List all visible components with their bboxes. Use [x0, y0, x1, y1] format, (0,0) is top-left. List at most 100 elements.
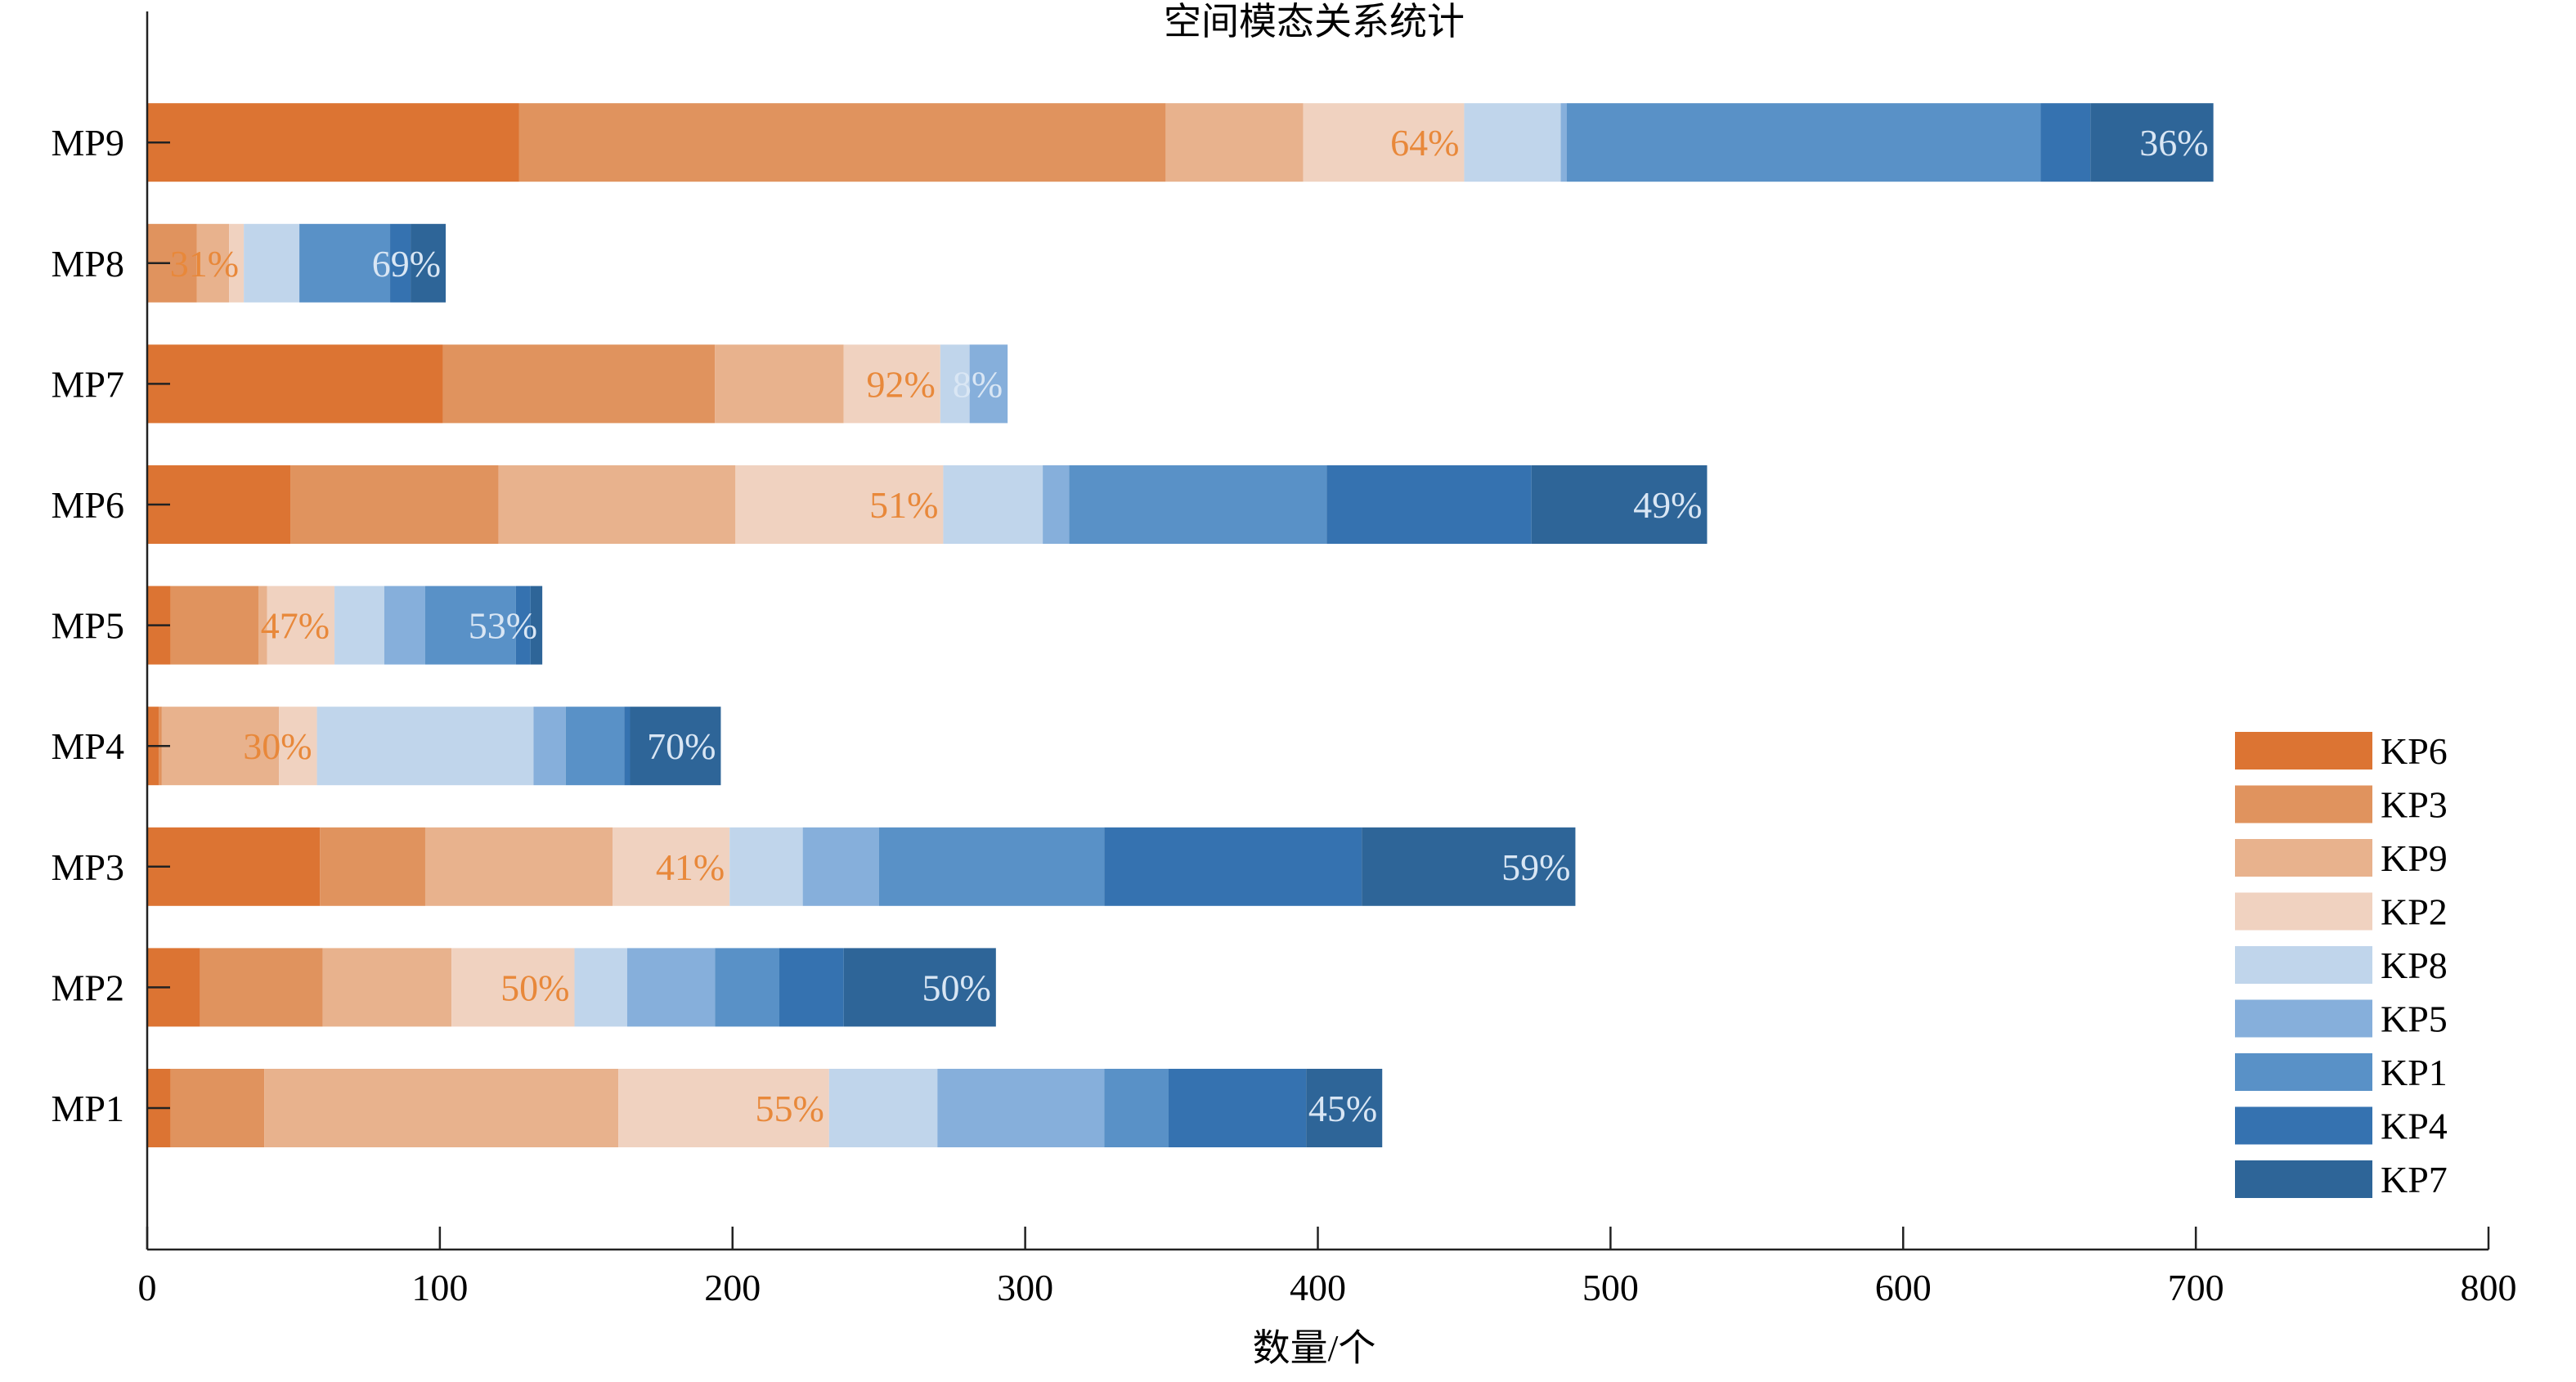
legend-label-kp1: KP1	[2381, 1052, 2448, 1093]
legend-label-kp2: KP2	[2381, 891, 2448, 933]
bar-mp5-kp5	[384, 586, 425, 665]
y-tick-label-mp3: MP3	[52, 846, 124, 888]
bar-mp3-kp5	[802, 827, 879, 906]
bar-mp7-kp9	[715, 344, 844, 424]
x-tick-label-100: 100	[411, 1267, 468, 1308]
bar-mp1-kp9	[264, 1069, 619, 1147]
bars-layer	[147, 103, 2214, 1147]
legend-label-kp3: KP3	[2381, 784, 2448, 826]
bar-mp8-kp9	[196, 223, 230, 303]
legend: KP6 KP3 KP9 KP2 KP8 KP5 KP1 KP4 KP7	[2235, 730, 2448, 1200]
x-axis-label: 数量/个	[1253, 1327, 1376, 1369]
cool-percent-mp7: 8%	[953, 363, 1003, 405]
cool-percent-mp3: 59%	[1501, 846, 1570, 888]
legend-swatch-kp7	[2235, 1160, 2372, 1198]
bar-mp2-kp8	[574, 948, 627, 1027]
y-tick-label-mp5: MP5	[52, 605, 124, 647]
bar-mp3-kp2	[613, 827, 730, 906]
bar-mp4-kp8	[316, 707, 534, 786]
bar-mp5-kp1	[424, 586, 516, 665]
y-tick-label-mp9: MP9	[52, 122, 124, 164]
annotations-layer: 55% 45% 50% 50% 41% 59% 30% 70% 47% 53% 51% 49% 92% 8…	[170, 122, 2209, 1129]
warm-percent-mp6: 51%	[869, 484, 938, 526]
bar-mp4-kp2	[279, 707, 317, 786]
bar-mp1-kp5	[937, 1069, 1105, 1147]
legend-label-kp9: KP9	[2381, 837, 2448, 879]
cool-percent-mp8: 69%	[372, 243, 441, 285]
bar-mp5-kp3	[170, 586, 258, 665]
bar-mp7-kp2	[843, 344, 940, 424]
bar-mp4-kp9	[161, 707, 280, 786]
legend-swatch-kp2	[2235, 892, 2372, 931]
cool-percent-mp1: 45%	[1308, 1088, 1377, 1129]
chart-title: 空间模态关系统计	[1164, 1, 1465, 43]
x-tick-label-700: 700	[2168, 1267, 2224, 1308]
bar-mp2-kp7	[843, 948, 996, 1027]
bar-mp9-kp6	[147, 103, 519, 182]
bar-mp7-kp3	[442, 344, 716, 424]
legend-label-kp6: KP6	[2381, 730, 2448, 772]
bar-mp3-kp1	[878, 827, 1105, 906]
legend-label-kp8: KP8	[2381, 945, 2448, 986]
bar-mp9-kp4	[2040, 103, 2091, 182]
bar-mp8-kp8	[244, 223, 300, 303]
bar-mp2-kp3	[200, 948, 323, 1027]
cool-percent-mp2: 50%	[922, 967, 991, 1008]
bar-mp9-kp9	[1165, 103, 1304, 182]
y-tick-label-mp8: MP8	[52, 243, 124, 285]
warm-percent-mp4: 30%	[243, 725, 312, 767]
legend-swatch-kp3	[2235, 785, 2372, 823]
bar-mp8-kp2	[229, 223, 245, 303]
cool-percent-mp4: 70%	[647, 725, 716, 767]
x-tick-label-400: 400	[1290, 1267, 1346, 1308]
bar-mp6-kp8	[943, 465, 1043, 544]
y-tick-label-mp7: MP7	[52, 363, 124, 405]
bar-mp5-kp4	[515, 586, 531, 665]
bar-mp5-kp2	[267, 586, 335, 665]
y-tick-label-mp1: MP1	[52, 1088, 124, 1129]
axes-layer: MP1 MP2 MP3 MP4 MP5 MP6 MP7 MP8 MP9 0 100 200 300 400…	[52, 11, 2517, 1308]
legend-label-kp7: KP7	[2381, 1159, 2448, 1200]
legend-swatch-kp1	[2235, 1053, 2372, 1091]
legend-swatch-kp6	[2235, 732, 2372, 770]
bar-mp6-kp9	[498, 465, 736, 544]
y-tick-label-mp4: MP4	[52, 725, 124, 767]
legend-label-kp4: KP4	[2381, 1106, 2448, 1147]
warm-percent-mp7: 92%	[867, 363, 936, 405]
bar-mp7-kp8	[940, 344, 970, 424]
warm-percent-mp5: 47%	[261, 605, 330, 647]
bar-mp7-kp6	[147, 344, 443, 424]
cool-percent-mp5: 53%	[469, 605, 537, 647]
bar-mp1-kp1	[1104, 1069, 1169, 1147]
legend-swatch-kp8	[2235, 946, 2372, 984]
bar-mp2-kp5	[626, 948, 716, 1027]
x-tick-label-200: 200	[704, 1267, 761, 1308]
bar-mp9-kp1	[1566, 103, 2041, 182]
bar-mp4-kp7	[630, 707, 721, 786]
warm-percent-mp8: 31%	[170, 243, 239, 285]
bar-mp9-kp3	[518, 103, 1166, 182]
y-tick-label-mp2: MP2	[52, 967, 124, 1008]
bar-mp3-kp3	[320, 827, 425, 906]
bar-mp1-kp4	[1168, 1069, 1307, 1147]
x-tick-label-0: 0	[138, 1267, 157, 1308]
bar-mp1-kp7	[1306, 1069, 1383, 1147]
y-tick-label-mp6: MP6	[52, 484, 124, 526]
x-tick-label-500: 500	[1582, 1267, 1639, 1308]
warm-percent-mp9: 64%	[1390, 122, 1459, 164]
bar-mp5-kp9	[258, 586, 267, 665]
x-tick-label-800: 800	[2461, 1267, 2517, 1308]
bar-mp1-kp2	[618, 1069, 829, 1147]
bar-mp3-kp4	[1104, 827, 1362, 906]
bar-mp3-kp9	[424, 827, 613, 906]
cool-percent-mp6: 49%	[1633, 484, 1702, 526]
bar-mp8-kp7	[411, 223, 447, 303]
bar-mp8-kp1	[299, 223, 391, 303]
x-tick-label-600: 600	[1875, 1267, 1932, 1308]
cool-percent-mp9: 36%	[2139, 122, 2208, 164]
x-tick-label-300: 300	[997, 1267, 1053, 1308]
warm-percent-mp2: 50%	[500, 967, 569, 1008]
legend-swatch-kp4	[2235, 1106, 2372, 1145]
